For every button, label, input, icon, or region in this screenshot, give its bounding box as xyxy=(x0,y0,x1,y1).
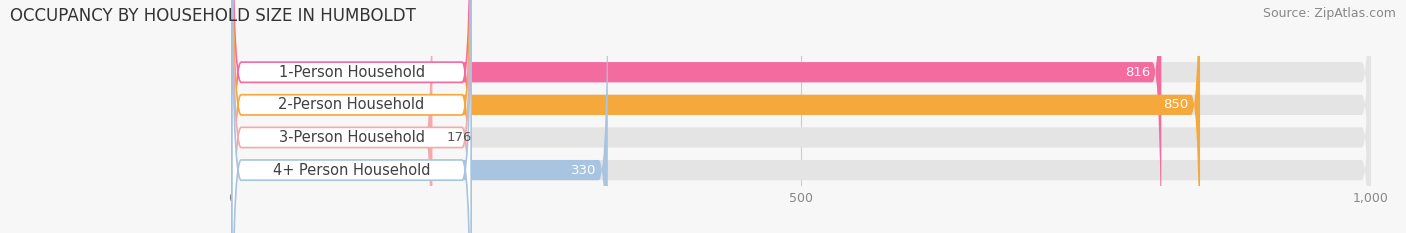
FancyBboxPatch shape xyxy=(232,0,471,233)
FancyBboxPatch shape xyxy=(232,0,1161,233)
FancyBboxPatch shape xyxy=(232,0,471,233)
FancyBboxPatch shape xyxy=(232,0,1371,233)
FancyBboxPatch shape xyxy=(232,0,471,233)
Text: 850: 850 xyxy=(1163,98,1188,111)
Text: 1-Person Household: 1-Person Household xyxy=(278,65,425,80)
Text: 176: 176 xyxy=(446,131,471,144)
FancyBboxPatch shape xyxy=(232,0,1201,233)
FancyBboxPatch shape xyxy=(232,0,471,233)
Text: Source: ZipAtlas.com: Source: ZipAtlas.com xyxy=(1263,7,1396,20)
FancyBboxPatch shape xyxy=(232,0,1371,233)
Text: 3-Person Household: 3-Person Household xyxy=(278,130,425,145)
Text: 816: 816 xyxy=(1125,66,1150,79)
Text: 2-Person Household: 2-Person Household xyxy=(278,97,425,112)
FancyBboxPatch shape xyxy=(232,0,1371,233)
Text: 330: 330 xyxy=(571,164,596,177)
FancyBboxPatch shape xyxy=(232,0,433,233)
Text: OCCUPANCY BY HOUSEHOLD SIZE IN HUMBOLDT: OCCUPANCY BY HOUSEHOLD SIZE IN HUMBOLDT xyxy=(10,7,416,25)
Text: 4+ Person Household: 4+ Person Household xyxy=(273,163,430,178)
FancyBboxPatch shape xyxy=(232,0,1371,233)
FancyBboxPatch shape xyxy=(232,0,607,233)
